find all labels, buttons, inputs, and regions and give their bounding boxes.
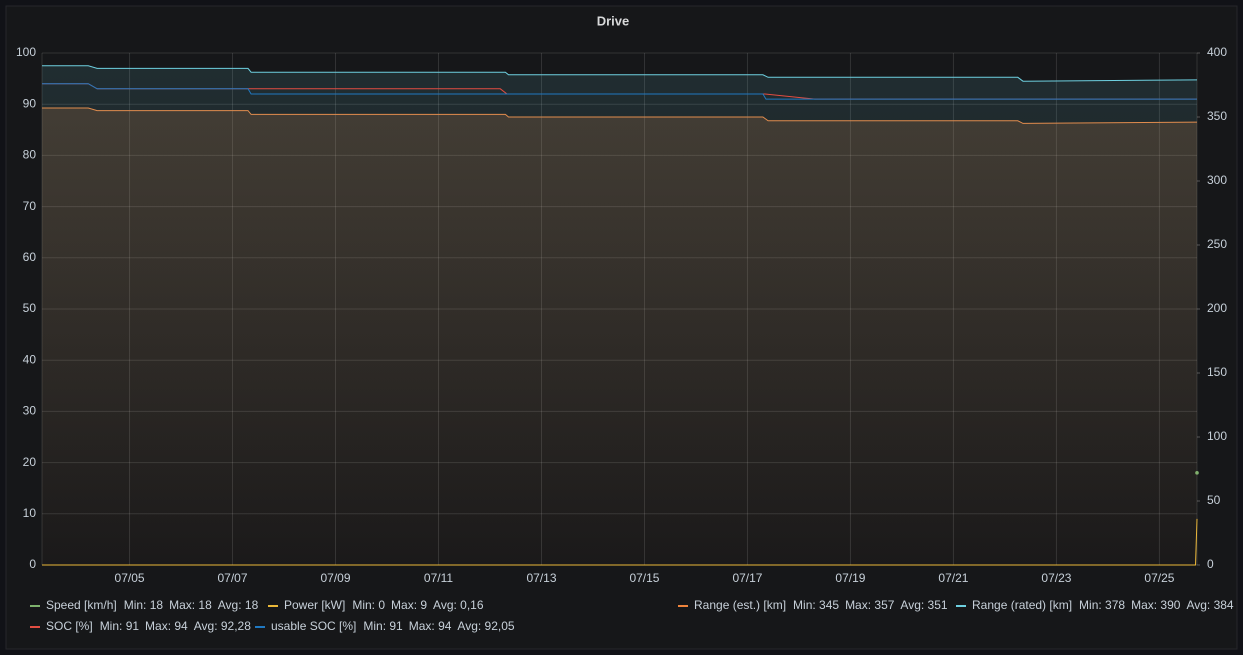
legend-stat: Max: 18 bbox=[169, 598, 212, 612]
y-tick-label: 40 bbox=[23, 352, 37, 366]
legend-stat: Max: 9 bbox=[391, 598, 427, 612]
x-tick-label: 07/23 bbox=[1041, 571, 1071, 585]
legend-entry: Power [kW] Min: 0 Max: 9 Avg: 0,16 bbox=[284, 598, 484, 612]
y2-tick-label: 50 bbox=[1207, 493, 1221, 507]
y-tick-label: 0 bbox=[29, 557, 36, 571]
legend-entry: Range (rated) [km] Min: 378 Max: 390 Avg: 3… bbox=[972, 598, 1234, 612]
x-tick-label: 07/05 bbox=[115, 571, 145, 585]
legend-label: Range (rated) [km] bbox=[972, 598, 1072, 612]
legend-stat: Max: 390 bbox=[1131, 598, 1181, 612]
legend-stat: Min: 91 bbox=[100, 619, 140, 633]
line bbox=[42, 83, 1197, 100]
y2-tick-label: 100 bbox=[1207, 429, 1227, 443]
legend-entry: usable SOC [%] Min: 91 Max: 94 Avg: 92,05 bbox=[271, 619, 515, 633]
legend-stat: Avg: 18 bbox=[218, 598, 259, 612]
y2-tick-label: 300 bbox=[1207, 173, 1227, 187]
legend-stat: Avg: 384 bbox=[1186, 598, 1233, 612]
y2-tick-label: 350 bbox=[1207, 109, 1227, 123]
y-tick-label: 30 bbox=[23, 404, 37, 418]
legend-stat: Avg: 92,28 bbox=[194, 619, 251, 633]
x-tick-label: 07/11 bbox=[424, 571, 453, 585]
legend-entry: SOC [%] Min: 91 Max: 94 Avg: 92,28 bbox=[46, 619, 251, 633]
y2-tick-label: 0 bbox=[1207, 557, 1214, 571]
y2-tick-label: 400 bbox=[1207, 45, 1227, 59]
y-tick-label: 70 bbox=[23, 199, 37, 213]
legend-stat: Max: 357 bbox=[845, 598, 895, 612]
legend-stat: Avg: 351 bbox=[900, 598, 947, 612]
chart-title: Drive bbox=[597, 13, 630, 28]
legend-label: usable SOC [%] bbox=[271, 619, 356, 633]
y-tick-label: 10 bbox=[23, 506, 37, 520]
area bbox=[42, 65, 1197, 566]
y-tick-label: 90 bbox=[23, 96, 37, 110]
legend-label: Speed [km/h] bbox=[46, 598, 117, 612]
x-tick-label: 07/13 bbox=[526, 571, 556, 585]
line bbox=[42, 65, 1198, 82]
x-tick-label: 07/09 bbox=[320, 571, 350, 585]
y2-tick-label: 150 bbox=[1207, 365, 1227, 379]
y2-tick-label: 250 bbox=[1207, 237, 1227, 251]
y2-tick-label: 200 bbox=[1207, 301, 1227, 315]
legend-label: Power [kW] bbox=[284, 598, 345, 612]
y-tick-label: 100 bbox=[16, 45, 36, 59]
x-tick-label: 07/21 bbox=[938, 571, 968, 585]
legend-stat: Avg: 0,16 bbox=[433, 598, 484, 612]
x-tick-label: 07/25 bbox=[1144, 571, 1174, 585]
x-tick-label: 07/07 bbox=[218, 571, 248, 585]
legend-stat: Min: 378 bbox=[1079, 598, 1125, 612]
legend-stat: Max: 94 bbox=[145, 619, 188, 633]
x-tick-label: 07/15 bbox=[629, 571, 659, 585]
legend-stat: Min: 18 bbox=[124, 598, 164, 612]
legend-label: Range (est.) [km] bbox=[694, 598, 786, 612]
legend-stat: Max: 94 bbox=[409, 619, 452, 633]
legend-stat: Min: 345 bbox=[793, 598, 839, 612]
y-tick-label: 50 bbox=[23, 301, 37, 315]
x-tick-label: 07/17 bbox=[732, 571, 762, 585]
legend-entry: Range (est.) [km] Min: 345 Max: 357 Avg: 35… bbox=[694, 598, 948, 612]
x-tick-label: 07/19 bbox=[835, 571, 865, 585]
legend-stat: Min: 0 bbox=[352, 598, 385, 612]
y-tick-label: 60 bbox=[23, 250, 37, 264]
legend-stat: Avg: 92,05 bbox=[457, 619, 514, 633]
legend-entry: Speed [km/h] Min: 18 Max: 18 Avg: 18 bbox=[46, 598, 259, 612]
legend-stat: Min: 91 bbox=[363, 619, 403, 633]
legend-label: SOC [%] bbox=[46, 619, 93, 633]
y-tick-label: 20 bbox=[23, 455, 37, 469]
y-tick-label: 80 bbox=[23, 148, 37, 162]
